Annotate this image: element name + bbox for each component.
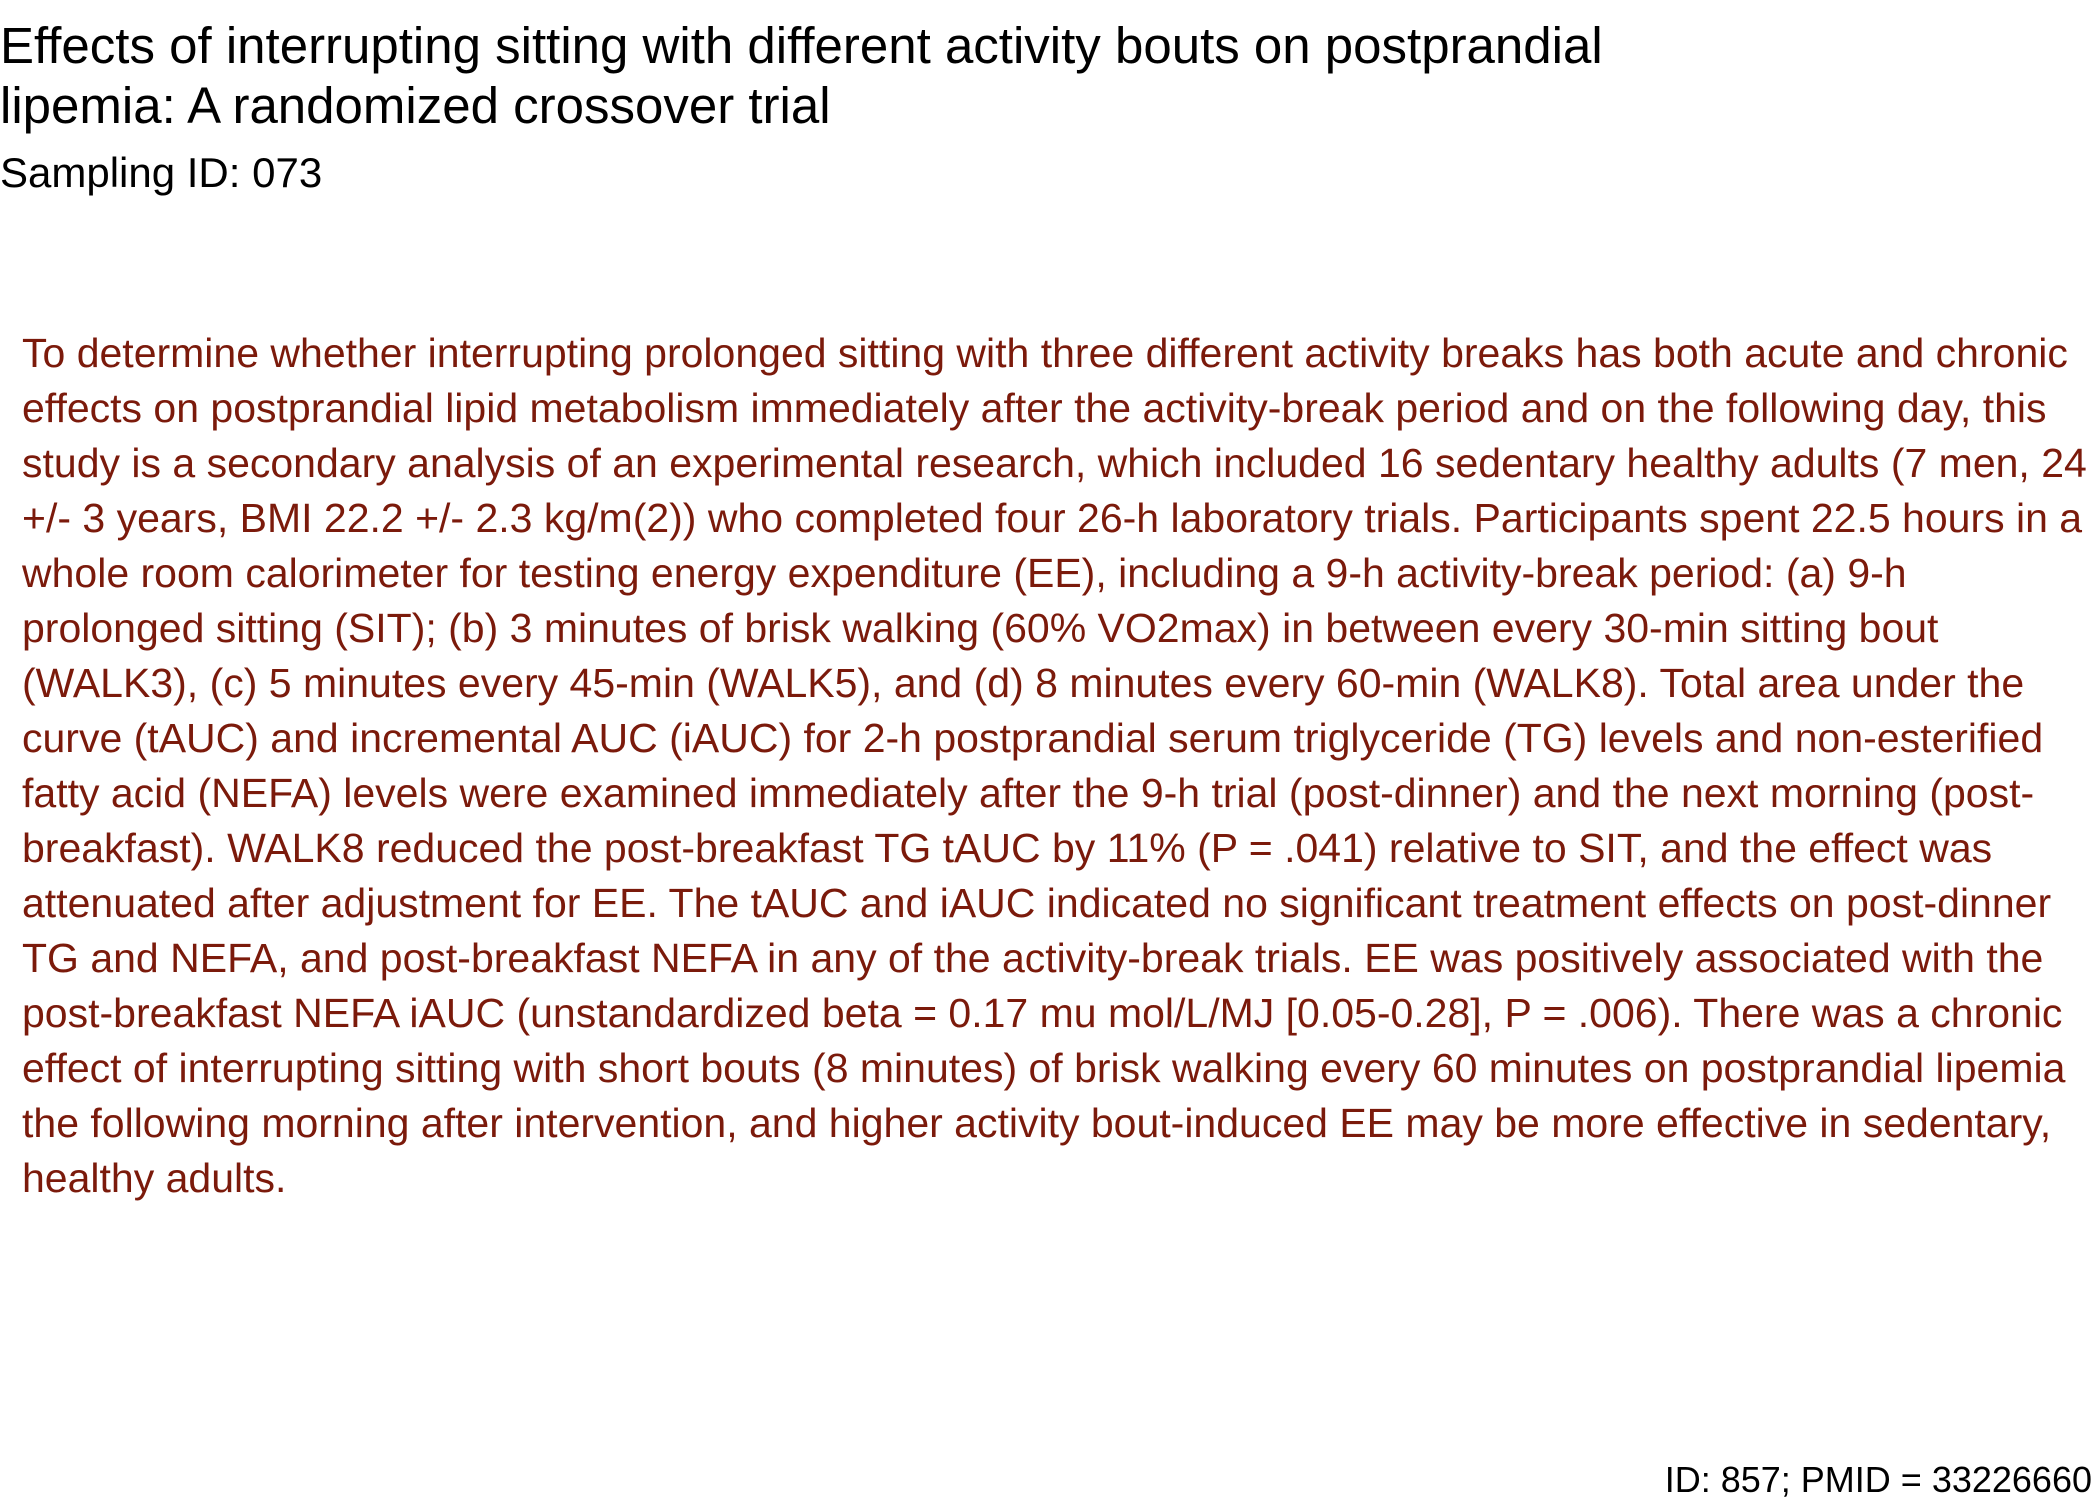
abstract-text: To determine whether interrupting prolon… xyxy=(22,330,2087,1201)
footer-id: ID: 857; PMID = 33226660 xyxy=(1664,1459,2092,1500)
document-title: Effects of interrupting sitting with dif… xyxy=(0,17,1603,134)
sampling-id: Sampling ID: 073 xyxy=(0,149,323,196)
